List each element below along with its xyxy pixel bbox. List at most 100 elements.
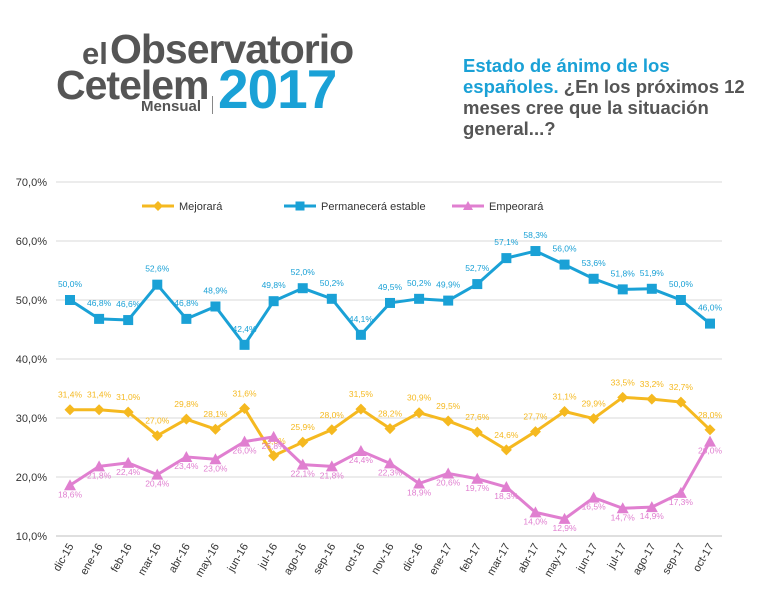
x-tick-label: jul-17 <box>605 542 629 572</box>
data-point <box>325 460 338 472</box>
data-point <box>181 313 192 324</box>
data-label: 52,0% <box>291 267 316 277</box>
data-point <box>442 467 455 479</box>
data-point <box>209 423 221 435</box>
data-label: 32,7% <box>669 382 694 392</box>
data-label: 49,8% <box>262 280 287 290</box>
data-label: 27,6% <box>465 412 490 422</box>
data-point <box>326 293 337 304</box>
data-label: 16,5% <box>582 502 607 512</box>
data-label: 31,0% <box>116 392 141 402</box>
data-point <box>180 413 192 425</box>
brand-company: Cetelem <box>56 62 210 108</box>
data-point <box>558 512 571 524</box>
x-tick-label: ene-16 <box>78 542 106 578</box>
legend-label: Permanecerá estable <box>321 201 426 213</box>
data-label: 50,0% <box>58 279 83 289</box>
legend-label: Mejorará <box>179 201 223 213</box>
data-point <box>209 453 222 465</box>
data-point <box>559 406 571 418</box>
x-tick-label: may-17 <box>542 542 571 580</box>
y-tick-label: 40,0% <box>16 354 47 366</box>
data-point <box>94 313 105 324</box>
data-label: 26,8% <box>262 441 287 451</box>
data-label: 29,8% <box>174 399 199 409</box>
data-point <box>471 472 484 484</box>
data-label: 27,7% <box>523 412 548 422</box>
data-label: 26,0% <box>698 446 723 456</box>
data-point <box>385 297 395 308</box>
data-label: 50,0% <box>669 279 694 289</box>
x-tick-label: may-16 <box>193 542 222 580</box>
data-point <box>239 339 250 350</box>
x-tick-label: dic-16 <box>400 542 425 574</box>
data-point <box>500 481 513 493</box>
data-point <box>297 436 309 448</box>
data-label: 28,1% <box>203 409 228 419</box>
data-point <box>238 435 251 447</box>
data-point <box>675 396 687 408</box>
x-tick-label: dic-15 <box>51 542 76 574</box>
data-point <box>64 404 76 416</box>
data-point <box>297 283 308 294</box>
brand-year: 2017 <box>218 58 337 120</box>
legend-marker <box>295 201 305 211</box>
y-tick-label: 30,0% <box>16 413 47 425</box>
x-tick-label: oct-17 <box>691 542 717 574</box>
data-point <box>645 501 658 513</box>
x-tick-label: feb-16 <box>109 542 135 575</box>
chart-title: Estado de ánimo de los españoles. ¿En lo… <box>463 55 763 139</box>
data-label: 50,2% <box>407 278 432 288</box>
x-tick-label: mar-16 <box>136 542 164 578</box>
data-point <box>705 318 715 329</box>
data-label: 56,0% <box>552 244 577 254</box>
data-label: 49,9% <box>436 280 461 290</box>
data-point <box>122 456 135 468</box>
data-label: 22,3% <box>378 467 403 477</box>
data-point <box>210 301 221 312</box>
y-tick-label: 50,0% <box>16 295 47 307</box>
data-label: 28,2% <box>378 409 403 419</box>
data-label: 57,1% <box>494 237 519 247</box>
series-0: 31,4%31,4%31,0%27,0%29,8%28,1%31,6%23,6%… <box>58 377 722 462</box>
data-label: 46,6% <box>116 299 141 309</box>
data-point <box>151 430 163 442</box>
legend-marker <box>153 201 163 211</box>
x-tick-label: oct-16 <box>342 542 368 574</box>
data-point <box>704 424 716 436</box>
data-point <box>442 415 454 427</box>
data-point <box>443 295 454 306</box>
data-label: 20,4% <box>145 479 170 489</box>
data-point <box>646 393 658 405</box>
data-point <box>500 444 512 456</box>
data-point <box>587 491 600 503</box>
data-point <box>674 486 687 498</box>
x-tick-label: feb-17 <box>458 542 484 575</box>
data-point <box>354 445 367 457</box>
data-label: 14,0% <box>523 516 548 526</box>
data-point <box>152 279 163 290</box>
data-point <box>704 435 716 447</box>
data-label: 17,3% <box>669 497 694 507</box>
data-point <box>123 315 134 326</box>
data-point <box>529 426 541 438</box>
x-tick-label: mar-17 <box>485 542 513 578</box>
data-point <box>65 295 75 305</box>
brand-logo: el Observatorio Cetelem Mensual 2017 <box>0 0 420 130</box>
x-tick-label: jul-16 <box>256 542 280 572</box>
data-label: 31,4% <box>58 390 83 400</box>
data-label: 50,2% <box>320 278 345 288</box>
data-point <box>296 458 309 470</box>
data-point <box>675 295 686 305</box>
brand-divider <box>212 96 213 114</box>
data-label: 14,7% <box>611 512 636 522</box>
data-label: 19,7% <box>465 483 490 493</box>
data-label: 12,9% <box>552 523 577 533</box>
data-label: 51,8% <box>611 268 636 278</box>
series-1: 50,0% 46,8% 46,6% 52,6% 46,8% 48,9% 42,4% 49,8%… <box>58 230 722 350</box>
data-label: 46,8% <box>174 298 199 308</box>
chart-title-accent: Estado de ánimo de los españoles. <box>463 55 670 97</box>
data-label: 25,9% <box>291 422 316 432</box>
data-point <box>326 424 338 436</box>
legend-label: Empeorará <box>489 201 544 213</box>
